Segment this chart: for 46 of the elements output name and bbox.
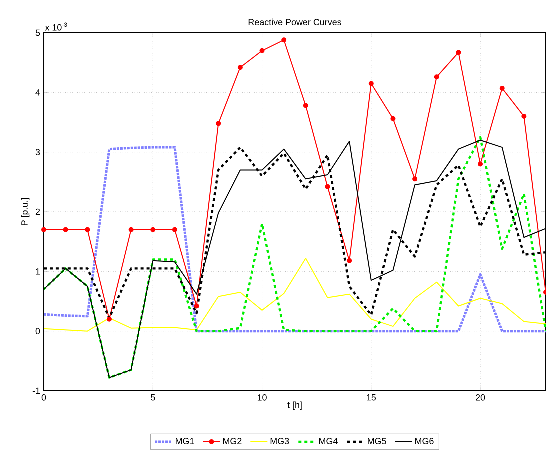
x-tick-label: 5 — [151, 394, 156, 401]
point — [238, 65, 243, 70]
x-tick-label: 15 — [367, 394, 376, 401]
y-tick-label: 5 — [36, 30, 40, 36]
text: x 10$^{-3}$ — [45, 22, 68, 31]
point — [63, 227, 68, 232]
x-axis-title: t [h] — [288, 402, 302, 410]
y-axis-title: P [p.u.] — [21, 198, 30, 226]
point — [368, 81, 374, 86]
point — [106, 316, 112, 322]
point — [150, 227, 156, 232]
point — [85, 227, 90, 232]
point — [325, 184, 330, 190]
point — [347, 258, 352, 264]
point — [390, 116, 396, 122]
point — [282, 38, 287, 43]
y-tick-label: 1 — [36, 268, 40, 275]
point — [216, 121, 222, 126]
point — [303, 103, 308, 108]
point — [172, 227, 178, 232]
x-tick-label: 20 — [476, 394, 486, 401]
y-tick-label: 4 — [36, 90, 40, 96]
x-tick-label: 10 — [258, 394, 267, 401]
point — [500, 86, 505, 91]
legend-label: MG4 — [319, 438, 338, 444]
y-tick-label: -1 — [32, 388, 40, 394]
legend-label: MG1 — [176, 438, 194, 444]
point — [194, 304, 200, 309]
point — [522, 114, 527, 120]
legend-label: MG2 — [223, 438, 242, 444]
x-tick-label: 0 — [42, 394, 46, 401]
y-tick-label: 3 — [36, 149, 40, 156]
point — [260, 48, 265, 54]
legend-label: MG6 — [416, 438, 434, 444]
point — [42, 227, 47, 232]
point — [434, 74, 440, 80]
point — [478, 162, 484, 167]
point — [128, 227, 134, 232]
legend-label: MG5 — [368, 438, 386, 444]
point — [456, 50, 462, 56]
y-tick-label: 0 — [36, 328, 40, 334]
chart-title: Reactive Power Curves — [248, 18, 342, 26]
line-series — [44, 258, 546, 332]
y-tick-label: 2 — [36, 208, 40, 216]
legend-label: MG3 — [270, 438, 290, 444]
point — [412, 176, 418, 182]
